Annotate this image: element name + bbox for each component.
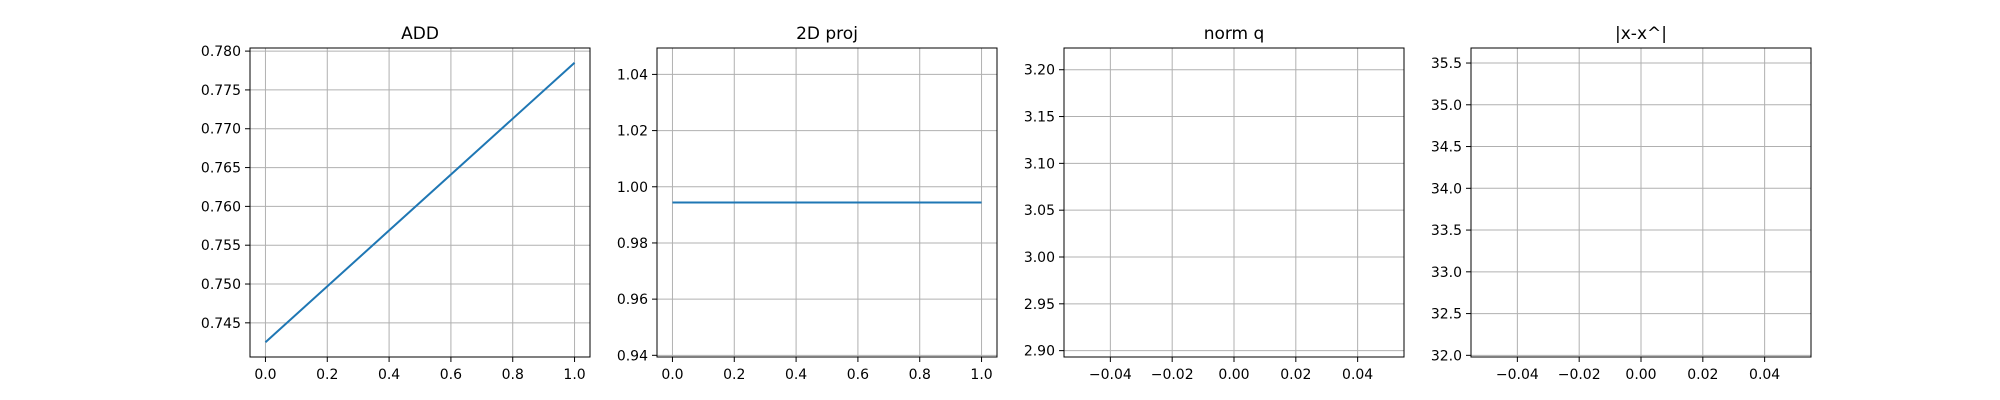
- y-tick-label: 2.90: [1024, 344, 1055, 360]
- y-tick-label: 33.0: [1431, 265, 1462, 281]
- x-tick-label: 0.4: [785, 367, 807, 383]
- x-tick-label: 0.04: [1342, 367, 1373, 383]
- chart-title: |x-x^|: [1615, 24, 1667, 44]
- x-tick-label: 0.4: [378, 367, 400, 383]
- y-tick-label: 3.15: [1024, 110, 1055, 126]
- x-tick-label: 0.2: [316, 367, 338, 383]
- y-tick-label: 3.20: [1024, 63, 1055, 79]
- y-tick-label: 0.770: [201, 122, 241, 138]
- chart-panel-3: −0.04 −0.02 0.00 0.02 0.04 2.90 2.95 3.00 3.05 3.…: [1024, 24, 1405, 383]
- y-tick-label: 1.00: [617, 180, 648, 196]
- y-tick-label: 33.5: [1431, 223, 1462, 239]
- y-tick-label: 34.0: [1431, 181, 1462, 197]
- chart-title: 2D proj: [796, 24, 858, 44]
- axes-frame: [656, 47, 998, 358]
- x-tick-label: 0.04: [1749, 367, 1780, 383]
- x-tick-label: −0.02: [1151, 367, 1194, 383]
- y-tick-label: 1.04: [617, 67, 648, 83]
- y-tick-label: 32.5: [1431, 307, 1462, 323]
- y-tick-label: 0.750: [201, 277, 241, 293]
- chart-panel-2: 0.0 0.2 0.4 0.6 0.8 1.0 0.94 0.96 0.98 1.00 1.02 1.…: [617, 24, 998, 383]
- x-tick-label: −0.04: [1089, 367, 1132, 383]
- y-tick-label: 0.765: [201, 161, 241, 177]
- x-tick-label: 0.00: [1625, 367, 1656, 383]
- y-tick-label: 0.94: [617, 348, 648, 364]
- y-tick-label: 0.775: [201, 83, 241, 99]
- x-tick-label: 0.6: [440, 367, 462, 383]
- x-tick-label: 0.00: [1218, 367, 1249, 383]
- chart-title: ADD: [401, 24, 439, 44]
- y-tick-label: 3.00: [1024, 250, 1055, 266]
- y-tick-label: 0.96: [617, 292, 648, 308]
- x-tick-label: −0.04: [1496, 367, 1539, 383]
- x-tick-label: 0.0: [661, 367, 683, 383]
- y-tick-label: 1.02: [617, 124, 648, 140]
- x-tick-label: 0.2: [723, 367, 745, 383]
- y-tick-label: 35.0: [1431, 98, 1462, 114]
- y-tick-label: 0.98: [617, 236, 648, 252]
- y-tick-label: 3.10: [1024, 156, 1055, 172]
- x-tick-label: 1.0: [970, 367, 992, 383]
- chart-title: norm q: [1204, 24, 1265, 44]
- x-tick-label: 0.6: [847, 367, 869, 383]
- y-tick-label: 35.5: [1431, 56, 1462, 72]
- x-tick-label: 0.02: [1687, 367, 1718, 383]
- y-tick-label: 34.5: [1431, 140, 1462, 156]
- y-tick-label: 0.745: [201, 316, 241, 332]
- y-tick-label: 3.05: [1024, 203, 1055, 219]
- x-tick-label: 0.02: [1280, 367, 1311, 383]
- y-tick-label: 32.0: [1431, 348, 1462, 364]
- x-tick-label: 0.8: [502, 367, 524, 383]
- series-line: [264, 62, 576, 343]
- x-tick-label: 1.0: [563, 367, 585, 383]
- axes-frame: [249, 47, 591, 358]
- chart-panel-4: −0.04 −0.02 0.00 0.02 0.04 32.0 32.5 33.0 33.5 34…: [1431, 24, 1812, 383]
- x-tick-label: 0.0: [254, 367, 276, 383]
- y-tick-label: 0.760: [201, 199, 241, 215]
- x-tick-label: −0.02: [1558, 367, 1601, 383]
- y-tick-label: 0.780: [201, 44, 241, 60]
- y-tick-label: 2.95: [1024, 297, 1055, 313]
- chart-panel-1: 0.0 0.2 0.4 0.6 0.8 1.0 0.745 0.750 0.755 0.760 0.…: [201, 24, 591, 383]
- x-tick-label: 0.8: [909, 367, 931, 383]
- y-tick-label: 0.755: [201, 238, 241, 254]
